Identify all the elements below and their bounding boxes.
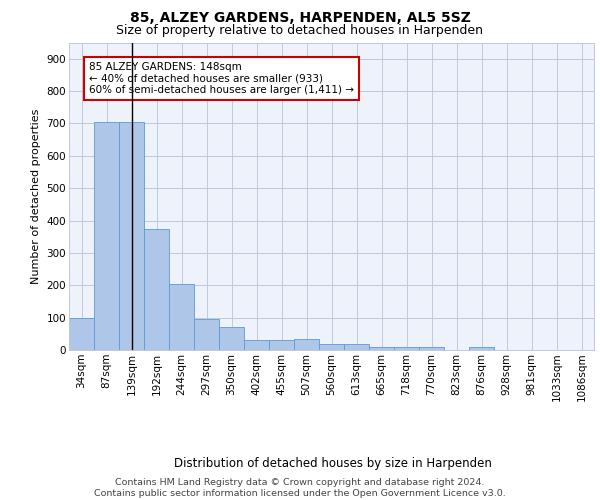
Bar: [194, 320, 219, 350]
Text: Size of property relative to detached houses in Harpenden: Size of property relative to detached ho…: [116, 24, 484, 37]
Bar: [244, 340, 269, 350]
Bar: [369, 347, 394, 350]
Text: 85, ALZEY GARDENS, HARPENDEN, AL5 5SZ: 85, ALZEY GARDENS, HARPENDEN, AL5 5SZ: [130, 11, 470, 25]
Bar: [344, 344, 369, 350]
Bar: [119, 122, 144, 350]
Bar: [69, 318, 94, 350]
Bar: [94, 122, 119, 350]
Bar: [144, 228, 169, 350]
Bar: [269, 340, 294, 350]
Bar: [469, 347, 494, 350]
Bar: [219, 328, 244, 350]
Text: Distribution of detached houses by size in Harpenden: Distribution of detached houses by size …: [174, 458, 492, 470]
Y-axis label: Number of detached properties: Number of detached properties: [31, 108, 41, 284]
Bar: [394, 347, 419, 350]
Text: Contains HM Land Registry data © Crown copyright and database right 2024.
Contai: Contains HM Land Registry data © Crown c…: [94, 478, 506, 498]
Text: 85 ALZEY GARDENS: 148sqm
← 40% of detached houses are smaller (933)
60% of semi-: 85 ALZEY GARDENS: 148sqm ← 40% of detach…: [89, 62, 354, 95]
Bar: [294, 338, 319, 350]
Bar: [169, 284, 194, 350]
Bar: [319, 344, 344, 350]
Bar: [419, 347, 444, 350]
